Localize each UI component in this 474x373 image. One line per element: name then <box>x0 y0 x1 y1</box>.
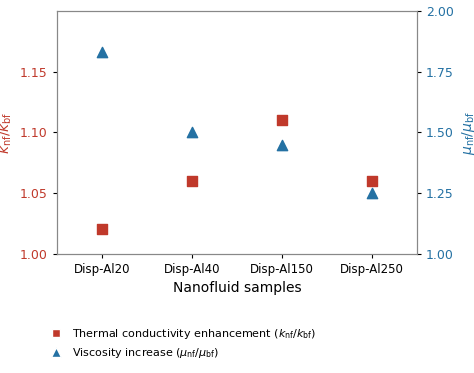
Point <box>188 178 196 184</box>
Legend: Thermal conductivity enhancement ($k_{\rm nf}/k_{\rm bf}$), Viscosity increase (: Thermal conductivity enhancement ($k_{\r… <box>45 327 316 360</box>
Y-axis label: $\mu_{\rm nf}/\mu_{\rm bf}$: $\mu_{\rm nf}/\mu_{\rm bf}$ <box>460 110 474 154</box>
Point <box>278 117 286 123</box>
Y-axis label: $k_{\rm nf}/k_{\rm bf}$: $k_{\rm nf}/k_{\rm bf}$ <box>0 111 14 154</box>
X-axis label: Nanofluid samples: Nanofluid samples <box>173 281 301 295</box>
Point <box>98 49 106 55</box>
Point <box>368 190 376 196</box>
Point <box>188 129 196 135</box>
Point <box>368 178 376 184</box>
Point <box>278 142 286 148</box>
Point <box>98 226 106 232</box>
